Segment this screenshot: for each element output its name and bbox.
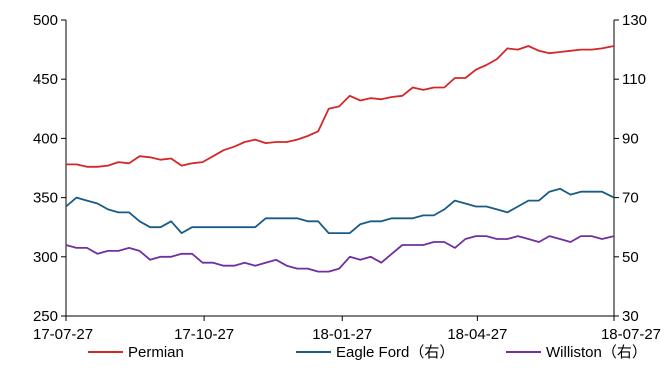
legend: Permian Eagle Ford（右） Williston（右） bbox=[88, 344, 647, 361]
x-tick-label: 18-04-27 bbox=[447, 326, 507, 343]
y-tick-label-right: 130 bbox=[622, 12, 647, 29]
y-tick-label-left: 350 bbox=[33, 190, 58, 207]
y-tick-label-left: 250 bbox=[33, 308, 58, 325]
series-lines bbox=[65, 45, 615, 273]
y-tick-label-right: 70 bbox=[622, 190, 639, 207]
y-tick-label-right: 50 bbox=[622, 249, 639, 266]
legend-label: Eagle Ford（右） bbox=[336, 344, 454, 361]
series-line-2 bbox=[65, 235, 615, 273]
y-tick-label-left: 500 bbox=[33, 12, 58, 29]
legend-label: Permian bbox=[128, 344, 184, 361]
x-tick-label: 18-01-27 bbox=[312, 326, 372, 343]
y-tick-label-left: 400 bbox=[33, 130, 58, 147]
series-line-1 bbox=[65, 187, 615, 235]
x-tick-label: 17-07-27 bbox=[33, 326, 93, 343]
y-tick-label-left: 450 bbox=[33, 71, 58, 88]
x-tick-label: 18-07-27 bbox=[601, 326, 661, 343]
legend-label: Williston（右） bbox=[546, 344, 647, 361]
series-line-0 bbox=[66, 45, 615, 168]
y-tick-label-right: 110 bbox=[622, 71, 646, 88]
y-tick-label-left: 300 bbox=[33, 249, 58, 266]
y-tick-label-right: 90 bbox=[622, 130, 639, 147]
y-tick-label-right: 30 bbox=[622, 308, 639, 325]
axes: 250 300 350 400 450 500 30 50 70 90 110 130 17-07-27… bbox=[33, 12, 661, 343]
x-tick-label: 17-10-27 bbox=[174, 326, 234, 343]
